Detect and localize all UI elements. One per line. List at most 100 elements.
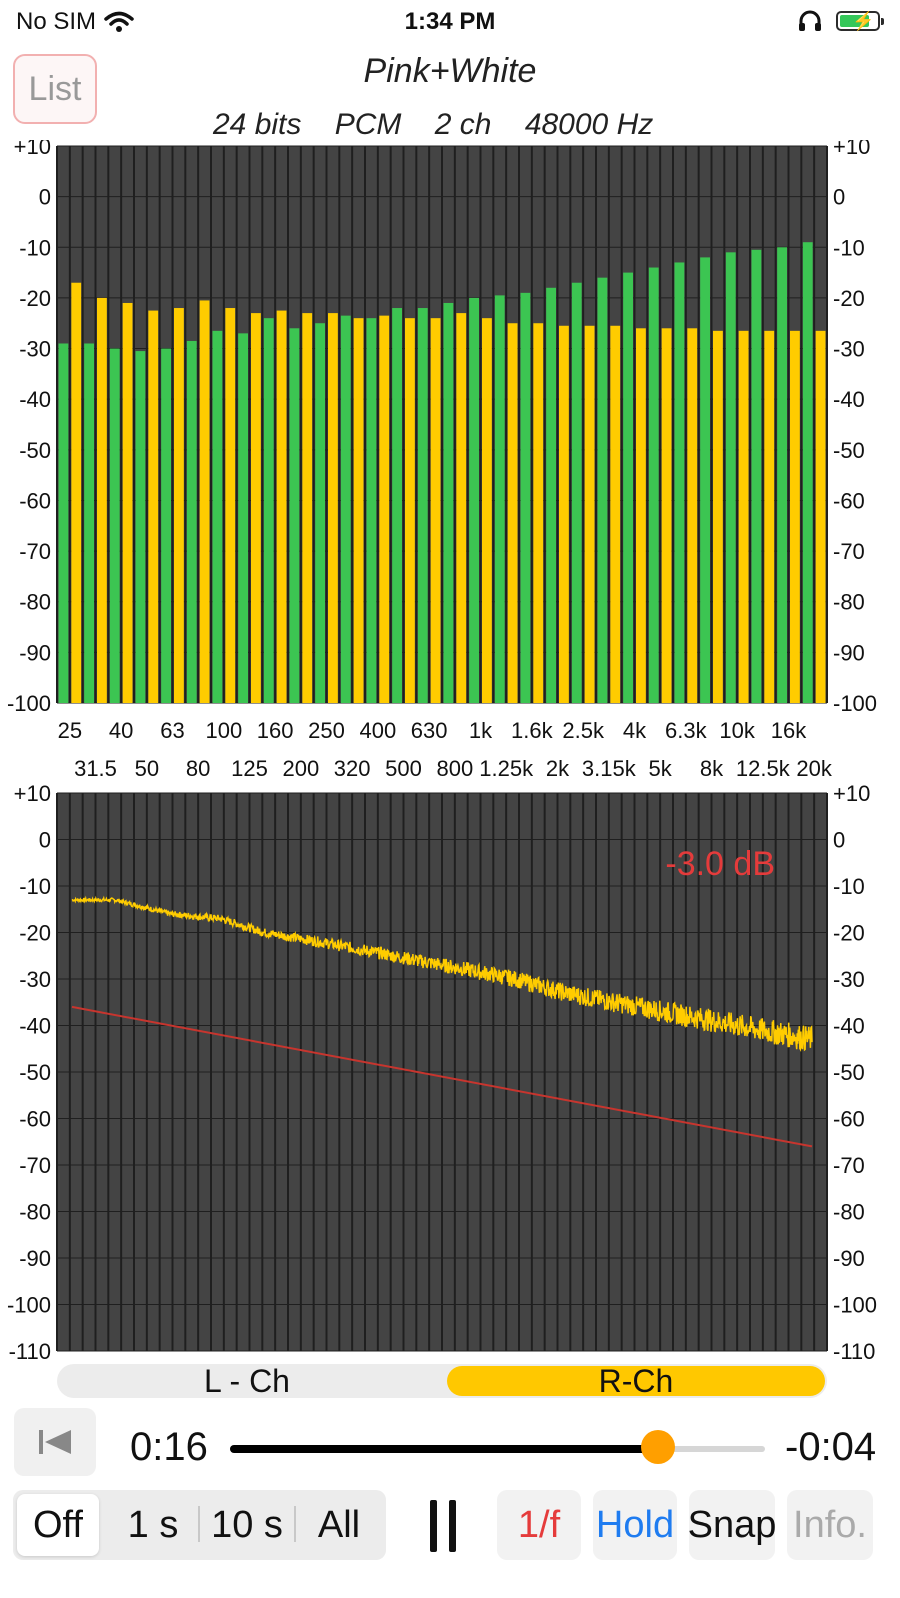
y-tick-label-left: -70 <box>19 539 51 564</box>
y-tick-label-left: -10 <box>19 874 51 899</box>
y-tick-label-right: +10 <box>833 785 870 806</box>
bar-left-800 <box>443 302 454 703</box>
y-tick-label-left: -60 <box>19 1107 51 1132</box>
bar-right-200 <box>302 313 313 703</box>
y-tick-label-left: 0 <box>39 828 51 853</box>
status-carrier: No SIM <box>16 8 134 36</box>
y-tick-label-left: -110 <box>9 1339 51 1364</box>
battery-icon: ⚡ <box>836 11 884 31</box>
bar-left-40 <box>109 348 120 703</box>
y-tick-label-right: -40 <box>833 387 865 412</box>
y-tick-label-right: +10 <box>833 140 870 159</box>
x-tick-label: 40 <box>109 718 133 743</box>
bar-right-800 <box>456 313 467 703</box>
hold-mode-all[interactable]: All <box>317 1503 361 1546</box>
bar-right-8k <box>713 330 723 703</box>
octave-bar-chart: +10 +10 0 0 -10 -10 -20 -20 -30 -30 -40 -40 -50 -50 -6… <box>7 140 877 781</box>
y-tick-label-left: -20 <box>19 921 51 946</box>
bar-left-25 <box>58 343 69 703</box>
bar-left-50 <box>135 351 146 703</box>
bar-right-1.25k <box>507 323 518 703</box>
y-tick-label-left: -40 <box>19 1014 51 1039</box>
y-tick-label-right: -110 <box>833 1339 875 1364</box>
y-tick-label-left: -100 <box>7 691 51 716</box>
bar-right-16k <box>790 330 800 703</box>
y-tick-label-left: -50 <box>19 438 51 463</box>
y-tick-label-left: -100 <box>7 1293 51 1318</box>
y-tick-label-left: -40 <box>19 387 51 412</box>
bar-right-400 <box>379 315 390 703</box>
pause-button[interactable] <box>418 1496 468 1556</box>
x-tick-label: 5k <box>649 756 673 781</box>
x-tick-label: 2.5k <box>562 718 605 743</box>
hold-mode-10s[interactable]: 10 s <box>211 1503 283 1546</box>
rewind-button[interactable] <box>14 1408 96 1476</box>
wifi-icon <box>104 11 134 32</box>
y-tick-label-right: -90 <box>833 640 865 665</box>
bar-right-160 <box>276 310 287 703</box>
y-tick-label-right: -60 <box>833 488 865 513</box>
bar-left-320 <box>340 315 351 703</box>
x-tick-label: 25 <box>58 718 82 743</box>
x-tick-label: 2k <box>546 756 570 781</box>
carrier-label: No SIM <box>16 8 97 35</box>
x-tick-label: 80 <box>186 756 210 781</box>
y-tick-label-right: -10 <box>833 874 865 899</box>
list-button[interactable]: List <box>13 54 97 124</box>
bar-left-31.5 <box>84 343 94 703</box>
elapsed-time: 0:16 <box>130 1425 208 1469</box>
y-tick-label-right: -50 <box>833 438 865 463</box>
bar-left-80 <box>186 340 197 703</box>
y-tick-label-left: -50 <box>19 1060 51 1085</box>
bar-right-63 <box>174 308 184 703</box>
bar-left-6.3k <box>674 262 685 703</box>
bar-right-5k <box>661 328 672 703</box>
x-tick-label: 4k <box>623 718 647 743</box>
x-tick-label: 31.5 <box>74 756 117 781</box>
x-tick-label: 63 <box>160 718 184 743</box>
x-tick-label: 6.3k <box>665 718 708 743</box>
info-button[interactable]: Info. <box>787 1490 873 1560</box>
y-tick-label-right: 0 <box>833 828 845 853</box>
status-icons: ⚡ <box>798 10 884 32</box>
one-over-f-button[interactable]: 1/f <box>497 1490 581 1560</box>
remaining-time: -0:04 <box>785 1425 877 1469</box>
y-tick-label-right: -30 <box>833 337 865 362</box>
bar-right-31.5 <box>97 297 107 703</box>
hold-mode-off[interactable]: Off <box>17 1494 99 1556</box>
bar-right-1.6k <box>533 323 544 703</box>
bar-right-10k <box>738 330 749 703</box>
x-tick-label: 12.5k <box>736 756 791 781</box>
bar-right-100 <box>225 308 236 703</box>
hold-button[interactable]: Hold <box>593 1490 677 1560</box>
bar-left-2k <box>546 287 556 703</box>
y-tick-label-left: -30 <box>19 967 51 992</box>
bar-left-1.6k <box>520 292 531 703</box>
y-tick-label-right: -10 <box>833 235 865 260</box>
y-tick-label-left: -80 <box>19 590 51 615</box>
left-channel-button[interactable]: L - Ch <box>204 1362 290 1399</box>
y-tick-label-right: -80 <box>833 590 865 615</box>
format-channels: 2 ch <box>434 108 492 141</box>
bar-right-250 <box>328 313 338 703</box>
bar-left-20k <box>802 242 813 703</box>
x-tick-label: 8k <box>700 756 724 781</box>
bar-right-1k <box>482 318 492 703</box>
bar-right-2.5k <box>584 325 595 703</box>
y-tick-label-right: -70 <box>833 1153 865 1178</box>
y-tick-label-right: -80 <box>833 1200 865 1225</box>
x-tick-label: 3.15k <box>582 756 637 781</box>
y-tick-label-right: -20 <box>833 921 865 946</box>
bar-left-1k <box>469 297 479 703</box>
hold-mode-1s[interactable]: 1 s <box>127 1503 179 1546</box>
bar-right-3.15k <box>610 325 621 703</box>
bar-left-100 <box>212 330 223 703</box>
bar-right-25 <box>71 282 82 703</box>
bar-right-12.5k <box>764 330 775 703</box>
playback-slider-thumb[interactable] <box>641 1430 675 1464</box>
y-tick-label-left: +10 <box>14 140 51 159</box>
bar-left-10k <box>725 252 736 703</box>
y-tick-label-right: -70 <box>833 539 865 564</box>
snap-button[interactable]: Snap <box>688 1490 776 1560</box>
right-channel-button[interactable]: R-Ch <box>447 1363 825 1399</box>
